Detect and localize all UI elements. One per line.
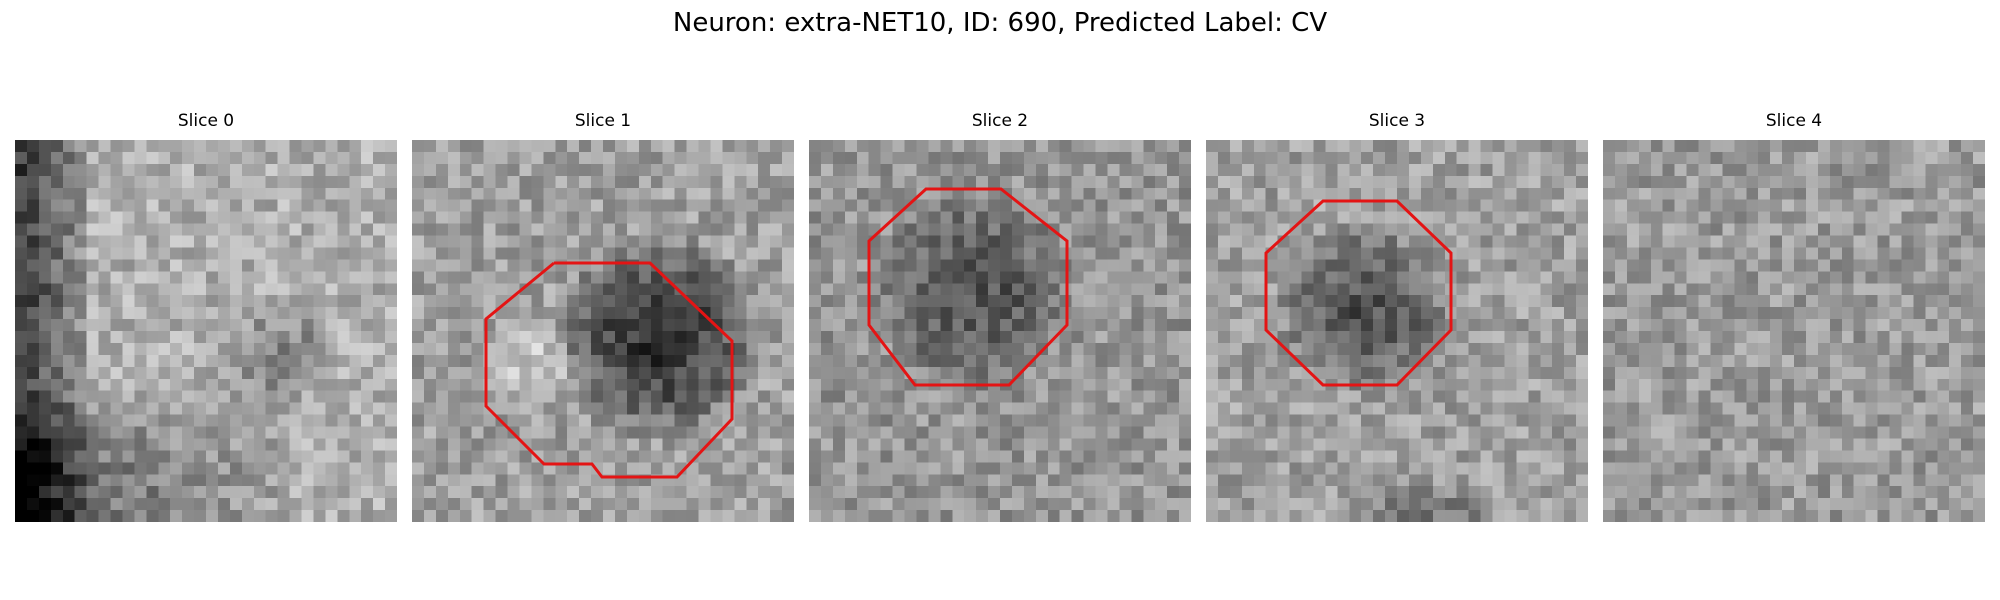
slice-panel-0: Slice 0: [15, 110, 397, 522]
slice-1-canvas: [412, 140, 794, 522]
slice-title: Slice 4: [1765, 111, 1823, 131]
contour-overlay: [484, 261, 734, 479]
contour-overlay: [867, 187, 1069, 387]
contour-line: [867, 187, 1069, 387]
slice-panel-2: Slice 2: [809, 110, 1191, 522]
slice-panel-1: Slice 1: [412, 110, 794, 522]
slice-title: Slice 1: [574, 111, 632, 131]
slice-image: [412, 140, 794, 522]
contour-line: [1264, 199, 1453, 387]
contour-overlay: [1264, 199, 1453, 387]
slice-image: [809, 140, 1191, 522]
slice-0-canvas: [15, 140, 397, 522]
slice-panel-3: Slice 3: [1206, 110, 1588, 522]
slice-image: [15, 140, 397, 522]
slice-3-canvas: [1206, 140, 1588, 522]
slice-panel-4: Slice 4: [1603, 110, 1985, 522]
figure-title: Neuron: extra-NET10, ID: 690, Predicted …: [672, 8, 1328, 38]
slice-image: [1206, 140, 1588, 522]
contour-line: [484, 261, 734, 479]
slice-4-canvas: [1603, 140, 1985, 522]
slice-title: Slice 3: [1368, 111, 1426, 131]
slice-title: Slice 2: [971, 111, 1029, 131]
slice-title: Slice 0: [177, 111, 235, 131]
slice-image: [1603, 140, 1985, 522]
